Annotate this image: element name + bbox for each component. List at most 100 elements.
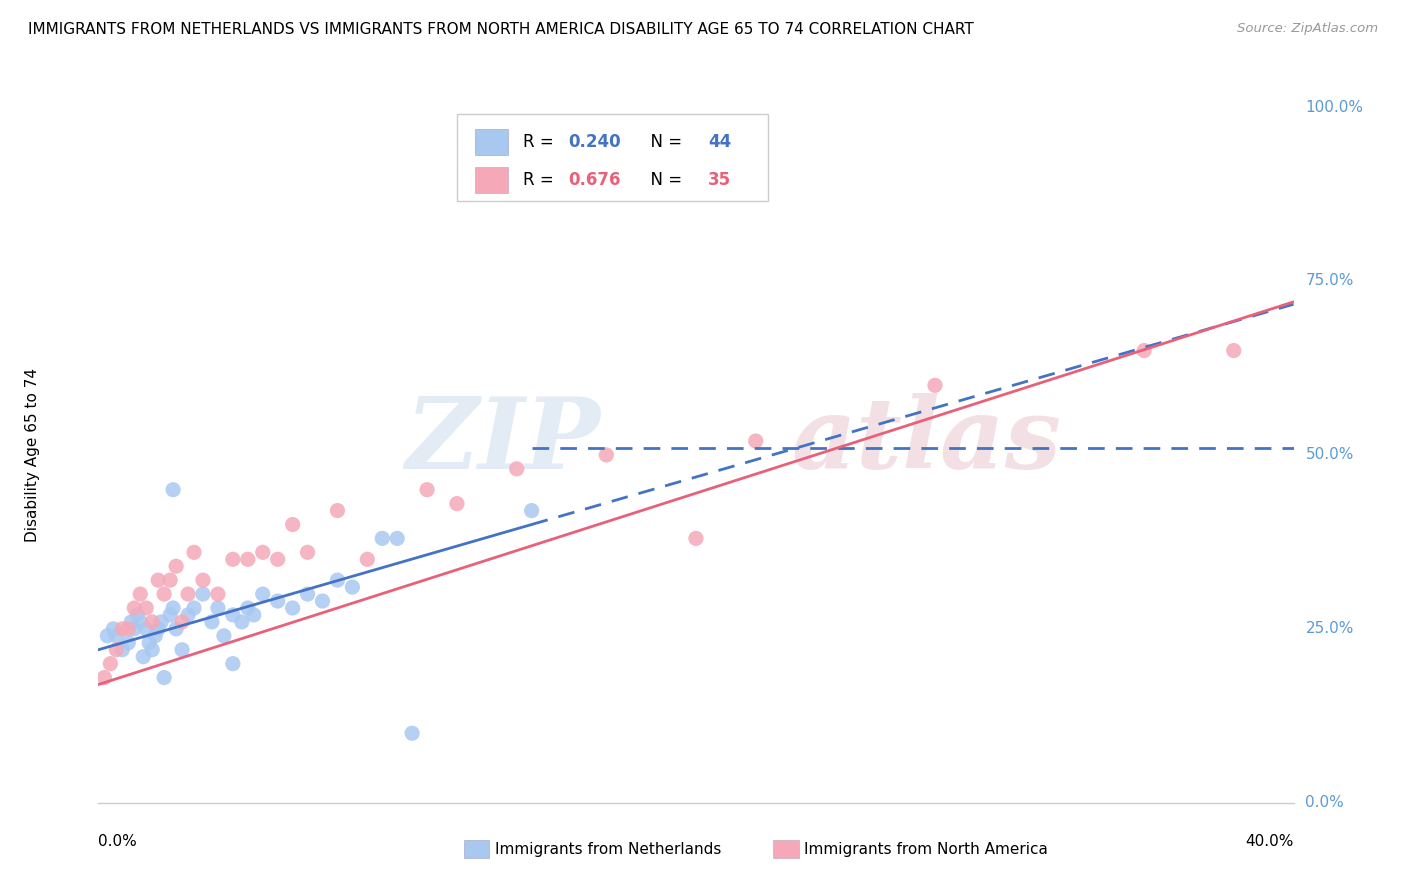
Text: ZIP: ZIP: [405, 392, 600, 489]
Point: [267, 594, 290, 608]
Text: Source: ZipAtlas.com: Source: ZipAtlas.com: [1237, 22, 1378, 36]
Point: [165, 622, 187, 636]
Text: Immigrants from Netherlands: Immigrants from Netherlands: [495, 842, 721, 856]
Point: [222, 552, 245, 566]
Point: [141, 642, 163, 657]
Point: [162, 483, 184, 497]
Point: [124, 601, 146, 615]
Text: R =: R =: [523, 133, 558, 151]
Point: [243, 607, 266, 622]
Point: [135, 601, 157, 615]
Point: [222, 607, 245, 622]
Text: 100.0%: 100.0%: [1305, 100, 1364, 114]
Point: [138, 636, 160, 650]
Point: [111, 622, 134, 636]
Point: [103, 622, 125, 636]
Text: 25.0%: 25.0%: [1305, 622, 1354, 636]
Point: [124, 622, 146, 636]
Text: Disability Age 65 to 74: Disability Age 65 to 74: [25, 368, 41, 542]
Text: Immigrants from North America: Immigrants from North America: [804, 842, 1047, 856]
Point: [141, 615, 163, 629]
Point: [252, 545, 274, 559]
Point: [117, 622, 139, 636]
Text: 0.0%: 0.0%: [1305, 796, 1344, 810]
Point: [231, 615, 253, 629]
Text: 35: 35: [709, 171, 731, 189]
Point: [177, 587, 200, 601]
Point: [105, 629, 128, 643]
Bar: [475, 128, 509, 155]
Point: [326, 573, 349, 587]
Point: [153, 587, 176, 601]
Point: [153, 671, 176, 685]
Point: [129, 587, 152, 601]
Point: [165, 559, 187, 574]
Point: [222, 657, 245, 671]
Text: 0.0%: 0.0%: [98, 834, 138, 849]
Point: [111, 642, 134, 657]
Point: [159, 573, 181, 587]
Point: [191, 573, 214, 587]
Text: 50.0%: 50.0%: [1305, 448, 1354, 462]
Point: [1222, 343, 1246, 358]
Point: [127, 607, 149, 622]
Point: [172, 615, 194, 629]
Text: N =: N =: [640, 171, 688, 189]
Bar: [475, 167, 509, 194]
Point: [120, 615, 142, 629]
Point: [143, 629, 166, 643]
Point: [183, 601, 205, 615]
Point: [446, 497, 468, 511]
Point: [207, 601, 229, 615]
Point: [401, 726, 423, 740]
Point: [132, 649, 155, 664]
Text: 40.0%: 40.0%: [1246, 834, 1294, 849]
Point: [105, 642, 128, 657]
Point: [924, 378, 946, 392]
Text: R =: R =: [523, 171, 558, 189]
Point: [281, 517, 304, 532]
Point: [236, 601, 259, 615]
Point: [135, 622, 157, 636]
Point: [183, 545, 205, 559]
Text: IMMIGRANTS FROM NETHERLANDS VS IMMIGRANTS FROM NORTH AMERICA DISABILITY AGE 65 T: IMMIGRANTS FROM NETHERLANDS VS IMMIGRANT…: [28, 22, 974, 37]
Point: [93, 671, 115, 685]
Point: [191, 587, 214, 601]
Point: [311, 594, 333, 608]
Point: [148, 622, 170, 636]
Point: [1133, 343, 1156, 358]
Point: [150, 615, 173, 629]
Point: [177, 607, 200, 622]
Point: [252, 587, 274, 601]
Point: [236, 552, 259, 566]
Point: [162, 601, 184, 615]
Point: [416, 483, 439, 497]
Point: [129, 615, 152, 629]
Point: [117, 636, 139, 650]
Point: [595, 448, 617, 462]
Text: 44: 44: [709, 133, 731, 151]
Point: [212, 629, 235, 643]
Point: [506, 462, 529, 476]
Point: [342, 580, 364, 594]
Point: [172, 642, 194, 657]
Point: [201, 615, 224, 629]
Point: [148, 573, 170, 587]
Point: [745, 434, 768, 448]
Point: [207, 587, 229, 601]
Point: [326, 503, 349, 517]
Text: 75.0%: 75.0%: [1305, 274, 1354, 288]
Point: [520, 503, 543, 517]
Point: [297, 587, 319, 601]
Point: [159, 607, 181, 622]
Point: [267, 552, 290, 566]
Text: atlas: atlas: [792, 392, 1062, 489]
Point: [281, 601, 304, 615]
Point: [297, 545, 319, 559]
Point: [385, 532, 409, 546]
Point: [356, 552, 378, 566]
Point: [371, 532, 394, 546]
Point: [96, 629, 118, 643]
Point: [685, 532, 707, 546]
FancyBboxPatch shape: [457, 114, 768, 201]
